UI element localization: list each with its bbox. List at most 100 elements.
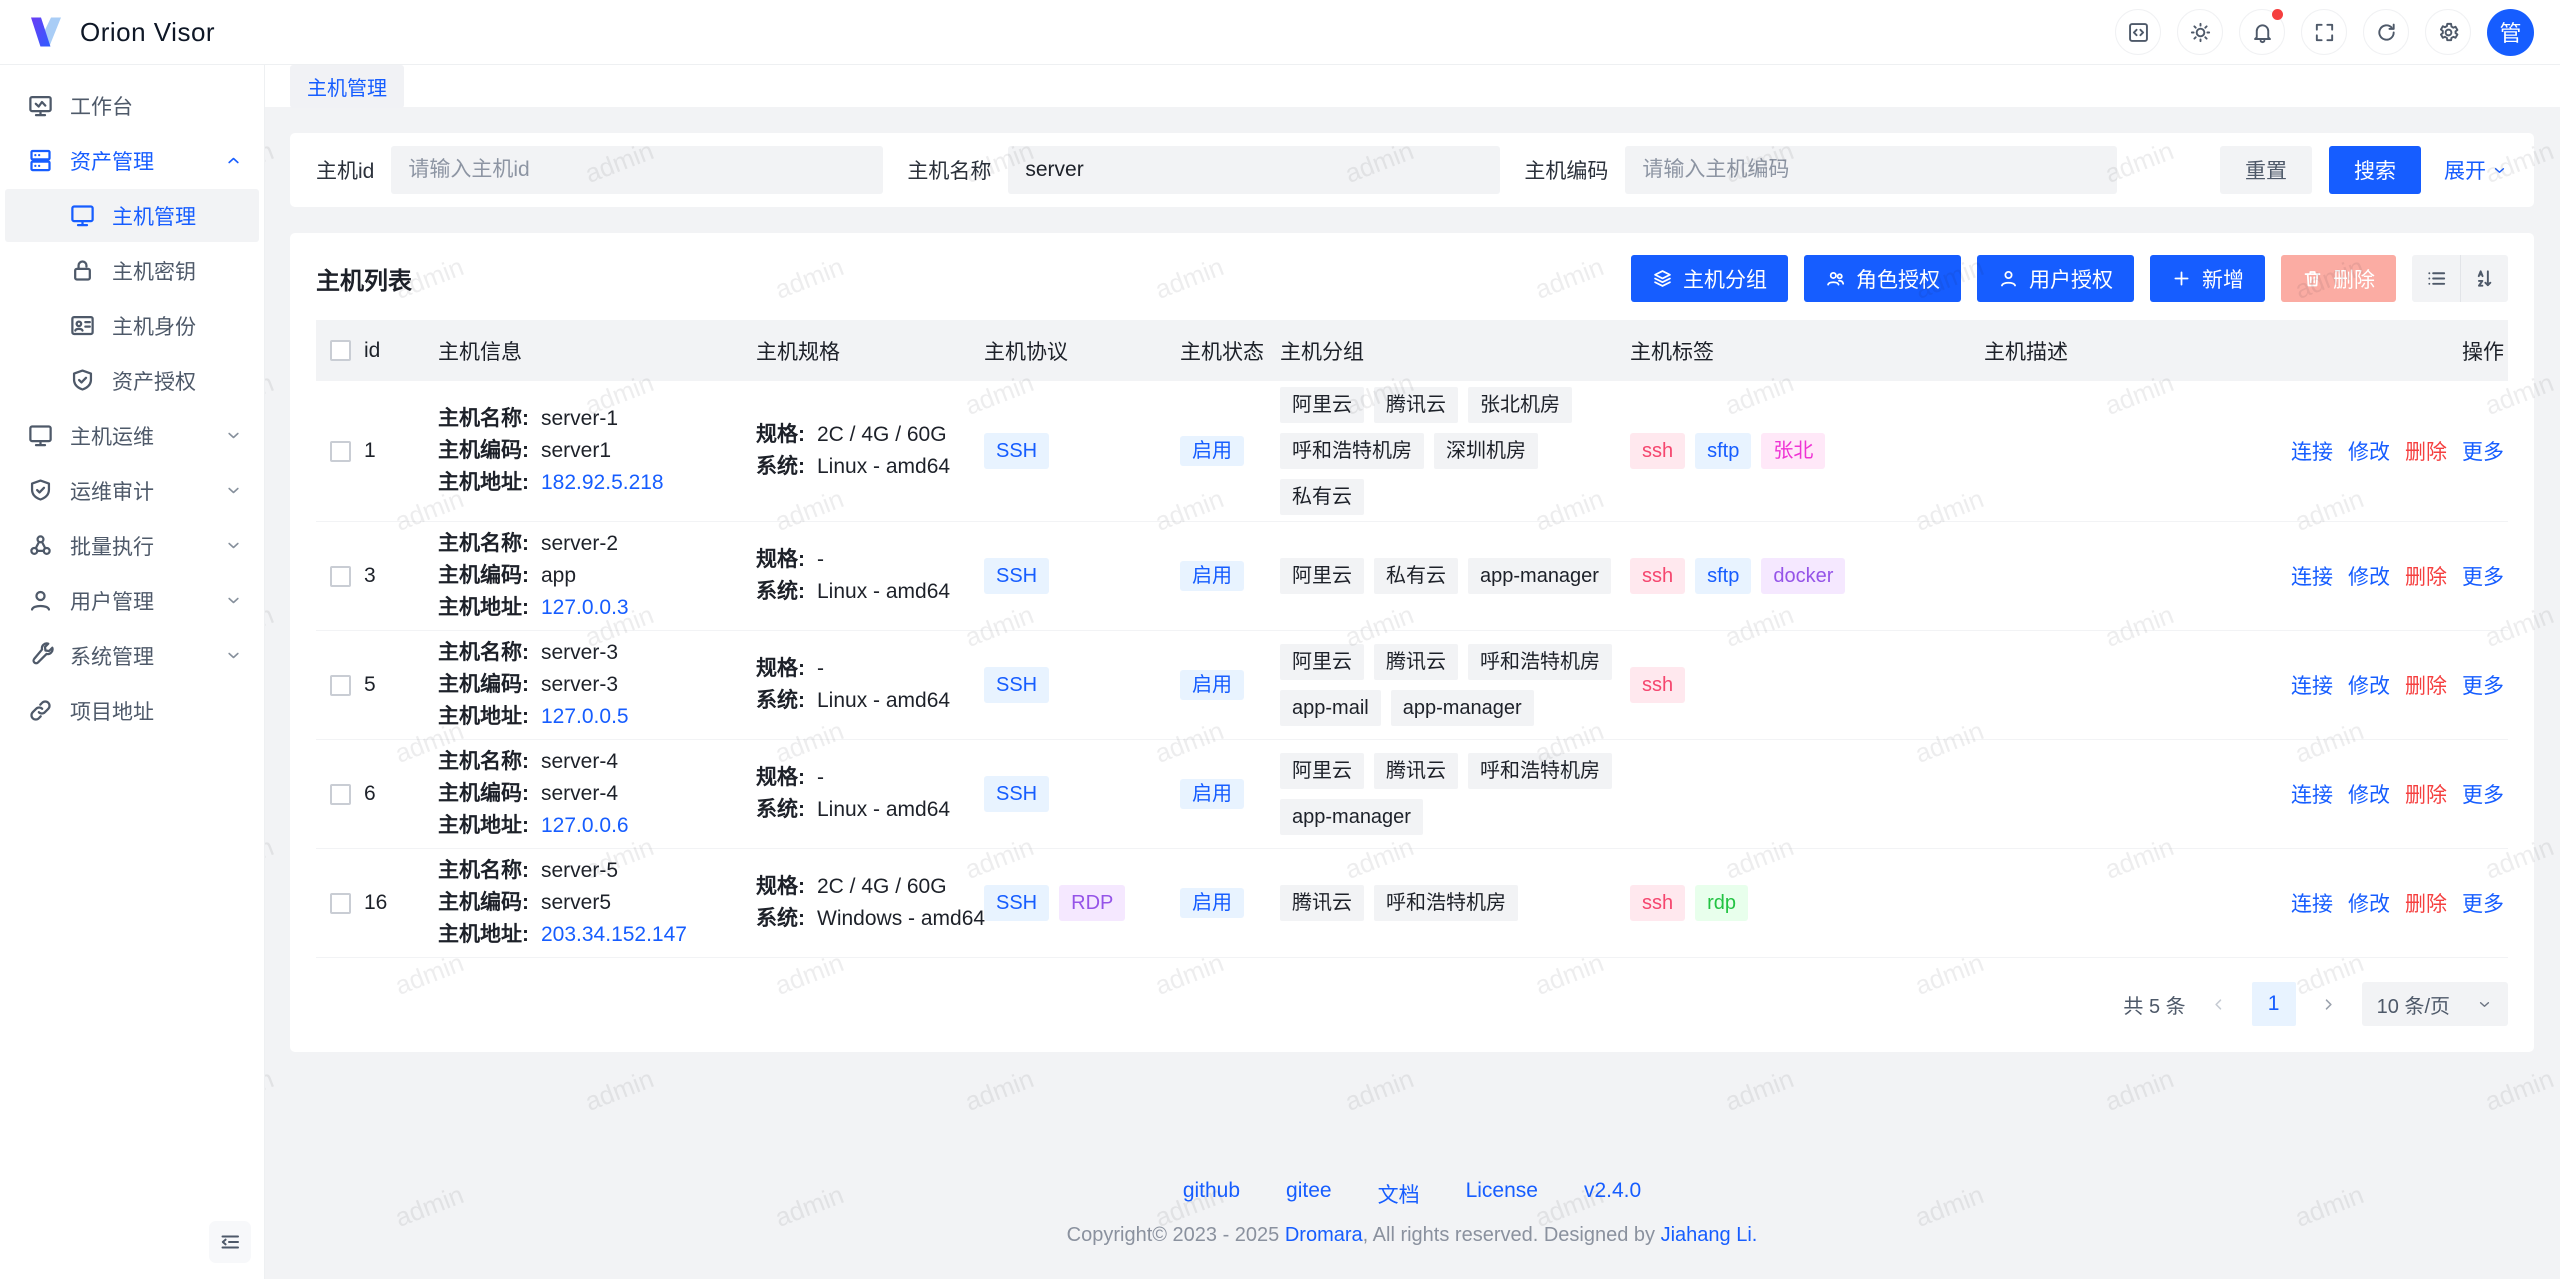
fullscreen-icon-button[interactable]	[2301, 9, 2347, 55]
row-checkbox[interactable]	[329, 440, 351, 462]
host-spec-value: -	[817, 657, 824, 680]
plus-button[interactable]: 新增	[2150, 255, 2265, 302]
action-修改[interactable]: 修改	[2348, 566, 2390, 589]
sidebar-item-6[interactable]: 系统管理	[5, 629, 259, 682]
sidebar-item-0[interactable]: 工作台	[5, 79, 259, 132]
protocol-tags: SSH	[984, 776, 1180, 812]
copyright-link[interactable]: Jiahang Li.	[1660, 1224, 1758, 1246]
host-address-link[interactable]: 127.0.0.5	[541, 705, 629, 728]
search-input-0[interactable]	[391, 146, 884, 194]
column-header-1: 主机信息	[438, 340, 522, 364]
reset-button[interactable]: 重置	[2220, 146, 2312, 194]
action-修改[interactable]: 修改	[2348, 784, 2390, 807]
sidebar-item-5[interactable]: 用户管理	[5, 574, 259, 627]
sidebar-item-1[interactable]: 资产管理	[5, 134, 259, 187]
action-修改[interactable]: 修改	[2348, 893, 2390, 916]
action-修改[interactable]: 修改	[2348, 675, 2390, 698]
action-删除[interactable]: 删除	[2405, 441, 2447, 464]
row-checkbox[interactable]	[329, 565, 351, 587]
action-更多[interactable]: 更多	[2462, 675, 2504, 698]
action-连接[interactable]: 连接	[2291, 675, 2333, 698]
row-checkbox[interactable]	[329, 783, 351, 805]
action-更多[interactable]: 更多	[2462, 784, 2504, 807]
host-address-link[interactable]: 127.0.0.3	[541, 596, 629, 619]
host-spec-line: 系统: Windows - amd64	[756, 903, 985, 935]
tab-bar: 主机管理	[264, 65, 2560, 108]
search-input-2[interactable]	[1625, 146, 2118, 194]
group-tags: 阿里云 腾讯云 呼和浩特机房 app-manager	[1280, 753, 1616, 835]
expand-toggle[interactable]: 展开	[2444, 155, 2508, 185]
status-badge: 启用	[1180, 436, 1244, 466]
row-checkbox[interactable]	[329, 674, 351, 696]
group-button[interactable]: 主机分组	[1631, 255, 1788, 302]
action-更多[interactable]: 更多	[2462, 441, 2504, 464]
cell-tags: ssh	[1630, 667, 1984, 703]
toolbar-button-label: 角色授权	[1856, 268, 1940, 292]
theme-icon-button[interactable]	[2177, 9, 2223, 55]
user-avatar[interactable]: 管	[2487, 8, 2534, 56]
row-checkbox[interactable]	[329, 892, 351, 914]
notification-icon-button[interactable]	[2239, 9, 2285, 55]
action-删除[interactable]: 删除	[2405, 784, 2447, 807]
refresh-icon-button[interactable]	[2363, 9, 2409, 55]
search-input-1[interactable]	[1008, 146, 1501, 194]
page-number[interactable]: 1	[2251, 982, 2296, 1026]
sidebar-item-1-2[interactable]: 主机身份	[5, 299, 259, 352]
action-删除[interactable]: 删除	[2405, 566, 2447, 589]
assets-icon	[27, 147, 54, 174]
footer-link[interactable]: github	[1182, 1179, 1241, 1202]
host-info-value: server-1	[541, 407, 619, 430]
tab-host-management[interactable]: 主机管理	[290, 65, 404, 108]
action-更多[interactable]: 更多	[2462, 566, 2504, 589]
collapse-menu-button[interactable]	[209, 1221, 251, 1263]
settings-icon-button[interactable]	[2425, 9, 2471, 55]
next-page-button[interactable]	[2312, 987, 2346, 1021]
footer-link[interactable]: v2.4.0	[1583, 1179, 1642, 1202]
sidebar-item-1-1[interactable]: 主机密钥	[5, 244, 259, 297]
page-size-select[interactable]: 10 条/页	[2361, 982, 2508, 1026]
host-address-link[interactable]: 182.92.5.218	[541, 471, 664, 494]
action-修改[interactable]: 修改	[2348, 441, 2390, 464]
copyright-link[interactable]: Dromara	[1284, 1224, 1363, 1246]
group-tag: 腾讯云	[1374, 387, 1458, 423]
role-button[interactable]: 角色授权	[1804, 255, 1961, 302]
sidebar-item-3[interactable]: 运维审计	[5, 464, 259, 517]
cell-actions: 连接 修改 删除 更多	[2280, 779, 2508, 809]
action-删除[interactable]: 删除	[2405, 893, 2447, 916]
cell-tags: ssh sftp docker	[1630, 558, 1984, 594]
host-address-link[interactable]: 127.0.0.6	[541, 814, 629, 837]
protocol-tags: SSH RDP	[984, 885, 1180, 921]
action-连接[interactable]: 连接	[2291, 893, 2333, 916]
sidebar-item-7[interactable]: 项目地址	[5, 684, 259, 737]
prev-page-button[interactable]	[2202, 987, 2236, 1021]
host-info-line: 主机地址: 127.0.0.6	[438, 810, 756, 842]
select-all-checkbox[interactable]	[329, 340, 351, 361]
notification-badge	[2272, 9, 2283, 20]
sidebar-item-4[interactable]: 批量执行	[5, 519, 259, 572]
code-icon-button[interactable]	[2115, 9, 2161, 55]
chevron-down-icon	[224, 591, 243, 610]
sidebar-item-1-0[interactable]: 主机管理	[5, 189, 259, 242]
action-更多[interactable]: 更多	[2462, 893, 2504, 916]
user-button[interactable]: 用户授权	[1977, 255, 2134, 302]
host-spec-line: 系统: Linux - amd64	[756, 576, 984, 608]
toolbar-button-label: 用户授权	[2029, 268, 2113, 292]
protocol-tag: SSH	[984, 433, 1050, 469]
action-连接[interactable]: 连接	[2291, 566, 2333, 589]
table-sort-button[interactable]	[2460, 255, 2508, 302]
footer-link[interactable]: License	[1465, 1179, 1538, 1202]
search-button[interactable]: 搜索	[2329, 146, 2421, 194]
action-连接[interactable]: 连接	[2291, 441, 2333, 464]
sidebar-item-1-3[interactable]: 资产授权	[5, 354, 259, 407]
host-address-link[interactable]: 203.34.152.147	[541, 923, 687, 946]
table-density-button[interactable]	[2412, 255, 2460, 302]
footer-link[interactable]: 文档	[1377, 1184, 1420, 1207]
action-删除[interactable]: 删除	[2405, 675, 2447, 698]
search-field-0: 主机id	[316, 146, 884, 194]
host-info-value: server5	[541, 891, 612, 914]
footer-link[interactable]: gitee	[1286, 1179, 1332, 1202]
table-row: 16 主机名称: server-5 主机编码: server5 主机地址: 203.34.1…	[316, 849, 2508, 958]
action-连接[interactable]: 连接	[2291, 784, 2333, 807]
group-tag: 腾讯云	[1374, 753, 1458, 789]
sidebar-item-2[interactable]: 主机运维	[5, 409, 259, 462]
